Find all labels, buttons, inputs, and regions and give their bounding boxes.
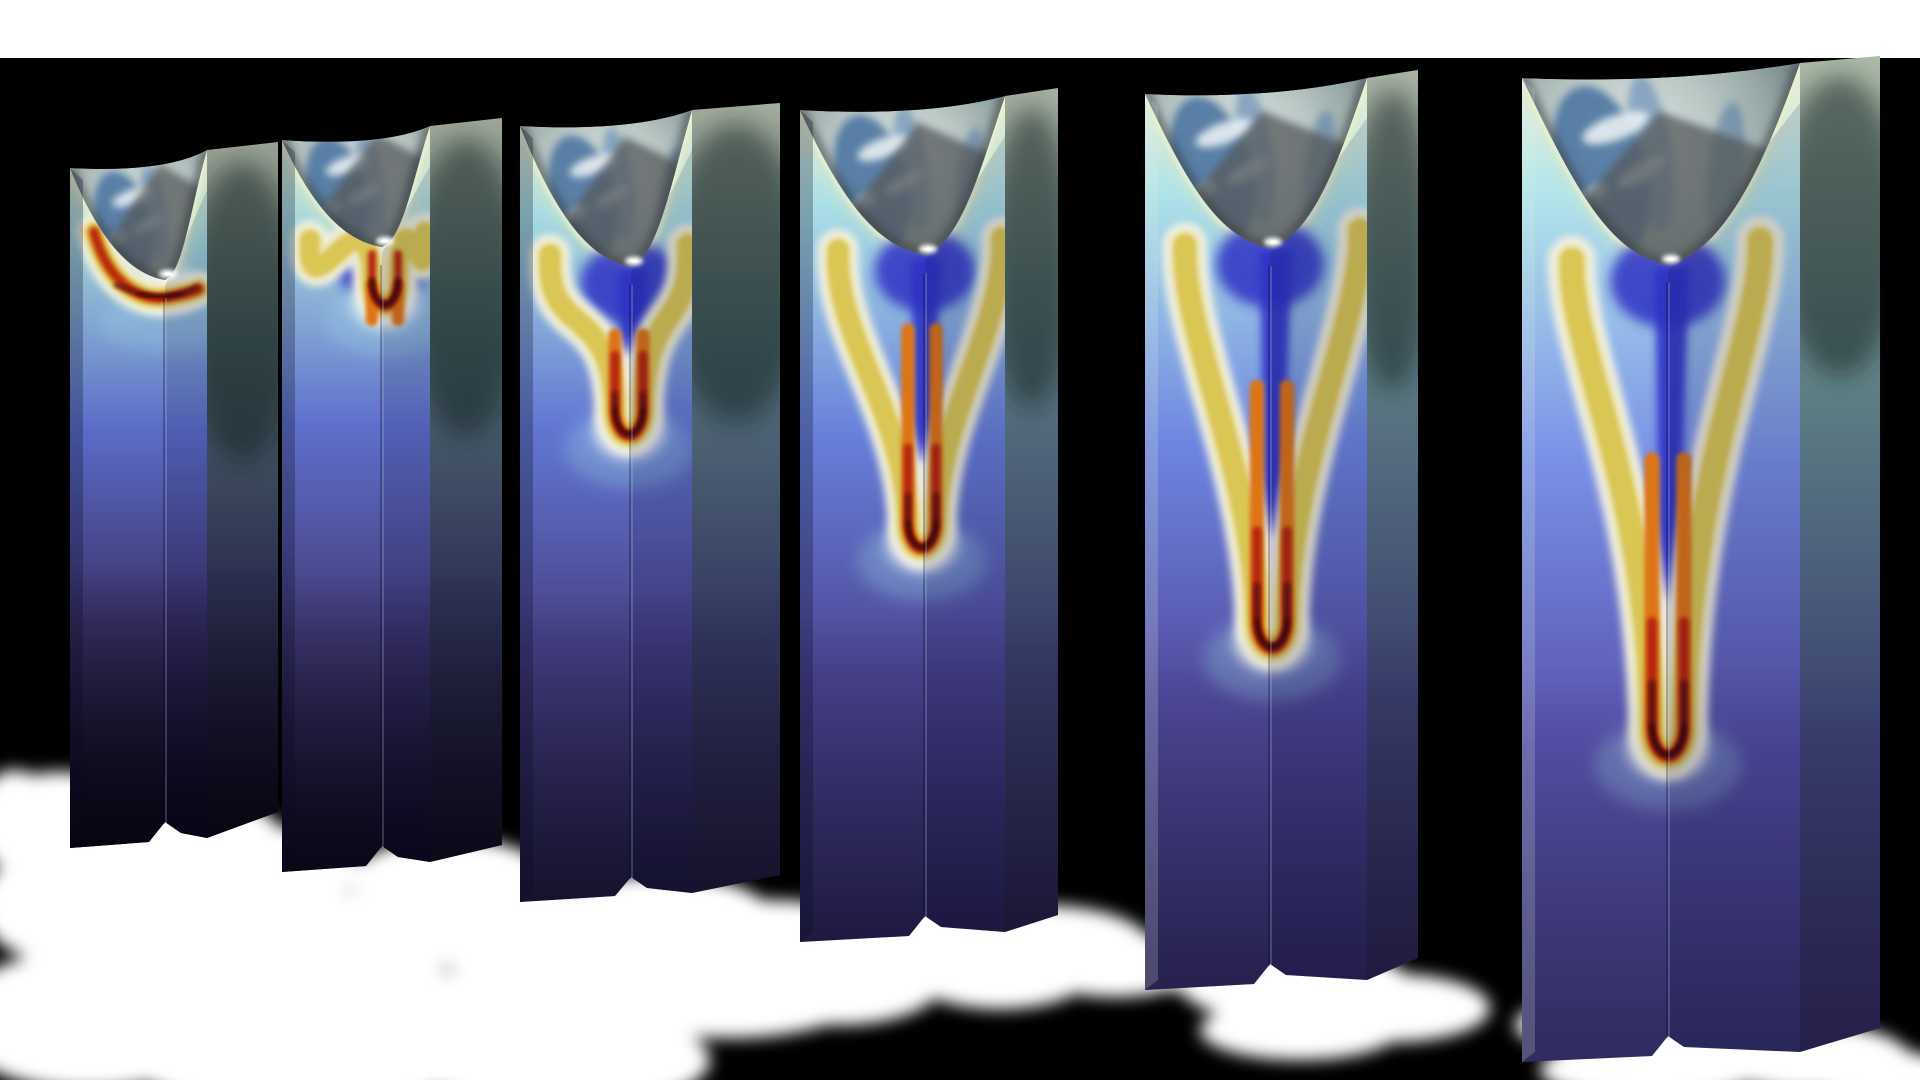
left-chamfer-edge	[800, 110, 813, 942]
left-chamfer-edge	[520, 126, 533, 902]
right-facet-shading	[1668, 103, 1800, 1052]
shadow-pillar-5	[1125, 937, 1490, 1060]
pillar-2	[282, 118, 502, 872]
right-facet-shading	[1270, 118, 1367, 980]
pillar-1	[70, 142, 278, 848]
right-facet-shading	[165, 190, 207, 838]
top-white-band	[0, 0, 1920, 58]
pillar-4	[800, 88, 1058, 942]
pillar-5	[1145, 70, 1418, 990]
left-chamfer-edge	[70, 168, 83, 848]
right-facet-shading	[925, 136, 1005, 932]
pillar-6	[1522, 56, 1880, 1062]
right-facet-shading	[382, 166, 430, 862]
left-chamfer-edge	[1145, 94, 1158, 990]
right-facet-shading	[631, 150, 692, 893]
left-chamfer-edge	[1522, 78, 1535, 1062]
left-chamfer-edge	[282, 140, 295, 872]
pillar-3	[520, 103, 780, 902]
